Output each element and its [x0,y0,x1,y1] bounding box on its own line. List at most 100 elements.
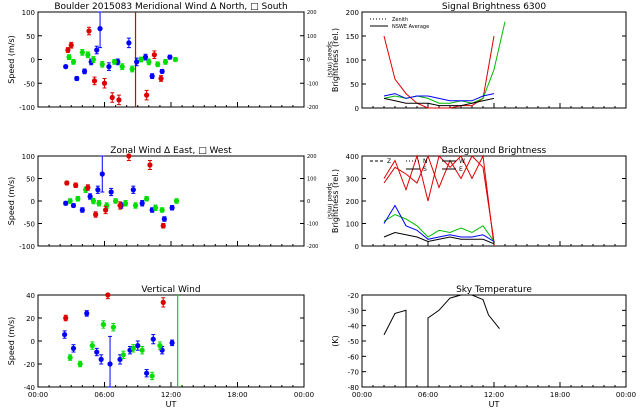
data-point [150,336,156,342]
data-point [85,184,91,191]
y-axis-label: Brightness (rel.) [331,28,340,92]
y-tick-label: -100 [19,104,35,112]
data-point [95,187,101,193]
data-point [96,200,102,206]
data-point [99,171,105,177]
data-point [87,193,93,200]
x-tick-label: 12:00 [484,391,504,399]
y-tick-label: -40 [348,323,359,331]
data-point [161,216,167,222]
x-tick-label: 00:00 [352,391,372,399]
data-point [70,345,77,351]
legend-entry: Zenith [392,17,408,23]
series-line [383,154,495,247]
x-tick-label: 00:00 [294,391,314,399]
y-tick-label: -80 [348,384,359,392]
y-tick-label: 50 [350,81,359,89]
data-point [116,97,122,103]
data-point [149,73,155,79]
data-point [169,340,175,346]
y-tick-label: 100 [22,9,35,17]
data-point [126,153,132,159]
data-point [67,198,73,204]
data-point [111,59,118,65]
data-point [64,180,70,186]
data-point [122,200,129,206]
data-point [86,28,92,34]
data-point [172,56,179,63]
data-point [98,356,104,362]
x-tick-label: 06:00 [418,391,438,399]
data-point [158,75,164,82]
legend-entry: Z [387,158,391,165]
data-point [90,56,97,63]
y-tick-label: 50 [26,176,35,184]
y-tick-label: -20 [348,292,359,300]
data-point [144,92,150,98]
y2-tick-label: -100 [307,222,318,228]
data-point [104,202,110,209]
data-point [91,78,98,84]
signal-panel: Signal Brightness 6300 200 150 100 50 0 Bright… [331,2,627,113]
data-point [94,47,100,53]
data-point [84,310,90,316]
data-point [117,202,123,209]
series-line [383,204,495,242]
y-axis-label: Speed (m/s) [7,177,16,226]
y-axis-label: (K) [331,335,340,347]
x-axis-label: UT [166,400,177,409]
data-point [79,49,85,55]
series-line [383,213,495,242]
legend-entry: NSWE Average [392,24,429,30]
data-point [152,205,159,211]
skytemp-frame [361,294,627,388]
y-tick-label: 0 [355,105,359,113]
data-point [117,356,123,362]
y-tick-label: 100 [22,153,35,161]
y2-tick-label: -100 [307,81,318,87]
data-point [144,196,150,202]
y-tick-label: 0 [31,198,35,206]
data-point [77,361,83,367]
legend-entry: E [459,166,463,173]
data-point [142,54,149,60]
y-tick-label: 200 [346,9,359,17]
y-tick-label: 0 [355,243,359,251]
skytemp-panel: Sky Temperature-20-30-40-50-60-70-8000:0… [331,285,636,409]
data-point [130,187,136,193]
data-point [129,66,135,72]
data-point [139,200,145,206]
x-axis-label: UT [489,400,500,409]
data-point [79,207,85,213]
y-axis-label: Speed (m/s) [7,317,16,366]
data-point [159,207,165,213]
y-tick-label: -70 [348,369,359,377]
data-point [147,162,153,168]
data-point [119,64,125,70]
data-point [109,94,115,101]
data-point [120,352,126,358]
data-point [157,343,163,349]
series-line [383,21,506,104]
y-tick-label: -50 [24,221,35,229]
zonal-panel: Zonal Wind Δ East, □ West 100 50 0 -50 -100 20… [7,146,333,251]
y2-tick-label: 0 [307,58,310,64]
y-tick-label: 150 [346,33,359,41]
data-point [65,47,71,53]
temperature-line [383,309,407,387]
data-point [70,202,77,209]
y2-axis-label: Speed (m/s) [326,41,333,77]
data-point [134,59,140,65]
y-tick-label: -30 [348,307,359,315]
signal-title: Signal Brightness 6300 [442,2,546,12]
y2-tick-label: 0 [307,199,310,205]
data-point [107,361,113,367]
data-point [103,207,109,213]
data-point [112,198,119,204]
y-tick-label: -40 [24,384,35,392]
y-tick-label: -50 [24,80,35,88]
data-point [63,315,69,321]
x-tick-label: 00:00 [28,391,48,399]
data-point [106,64,112,70]
y-tick-label: 100 [346,221,359,229]
